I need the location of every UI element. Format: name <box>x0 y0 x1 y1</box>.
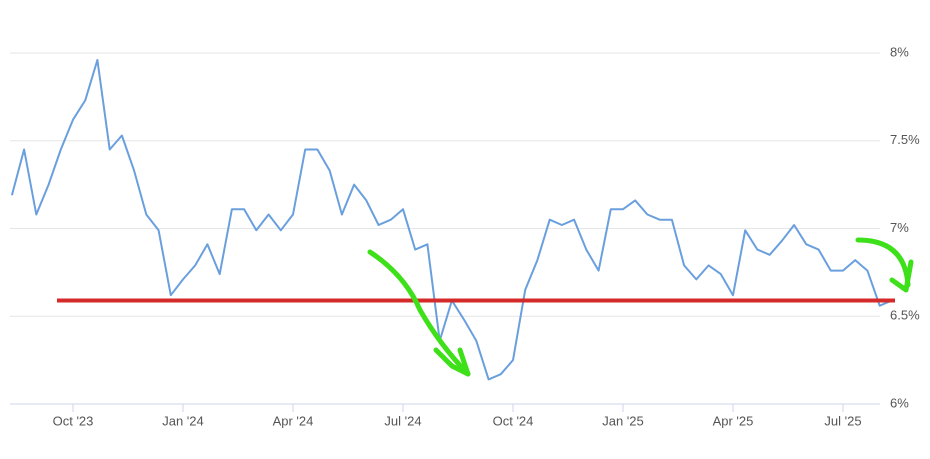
y-tick-label: 7% <box>890 220 909 235</box>
y-tick-label: 7.5% <box>890 132 920 147</box>
x-tick-label: Jan '25 <box>602 413 644 428</box>
arrow-stroke <box>367 249 471 377</box>
x-tick-label: Apr '24 <box>273 413 314 428</box>
annotation-arrows <box>367 237 914 377</box>
data-line <box>10 59 893 381</box>
x-tick-label: Jul '24 <box>384 413 421 428</box>
arrow-head <box>889 259 914 293</box>
x-tick-label: Jan '24 <box>162 413 204 428</box>
arrow-head <box>433 347 471 377</box>
x-tick-label: Jul '25 <box>824 413 861 428</box>
y-tick-label: 6% <box>890 395 909 410</box>
x-tick-label: Apr '25 <box>713 413 754 428</box>
x-tick-label: Oct '24 <box>493 413 534 428</box>
y-tick-label: 8% <box>890 44 909 59</box>
arrow-stroke <box>855 237 911 288</box>
x-tick-label: Oct '23 <box>53 413 94 428</box>
y-tick-label: 6.5% <box>890 308 920 323</box>
